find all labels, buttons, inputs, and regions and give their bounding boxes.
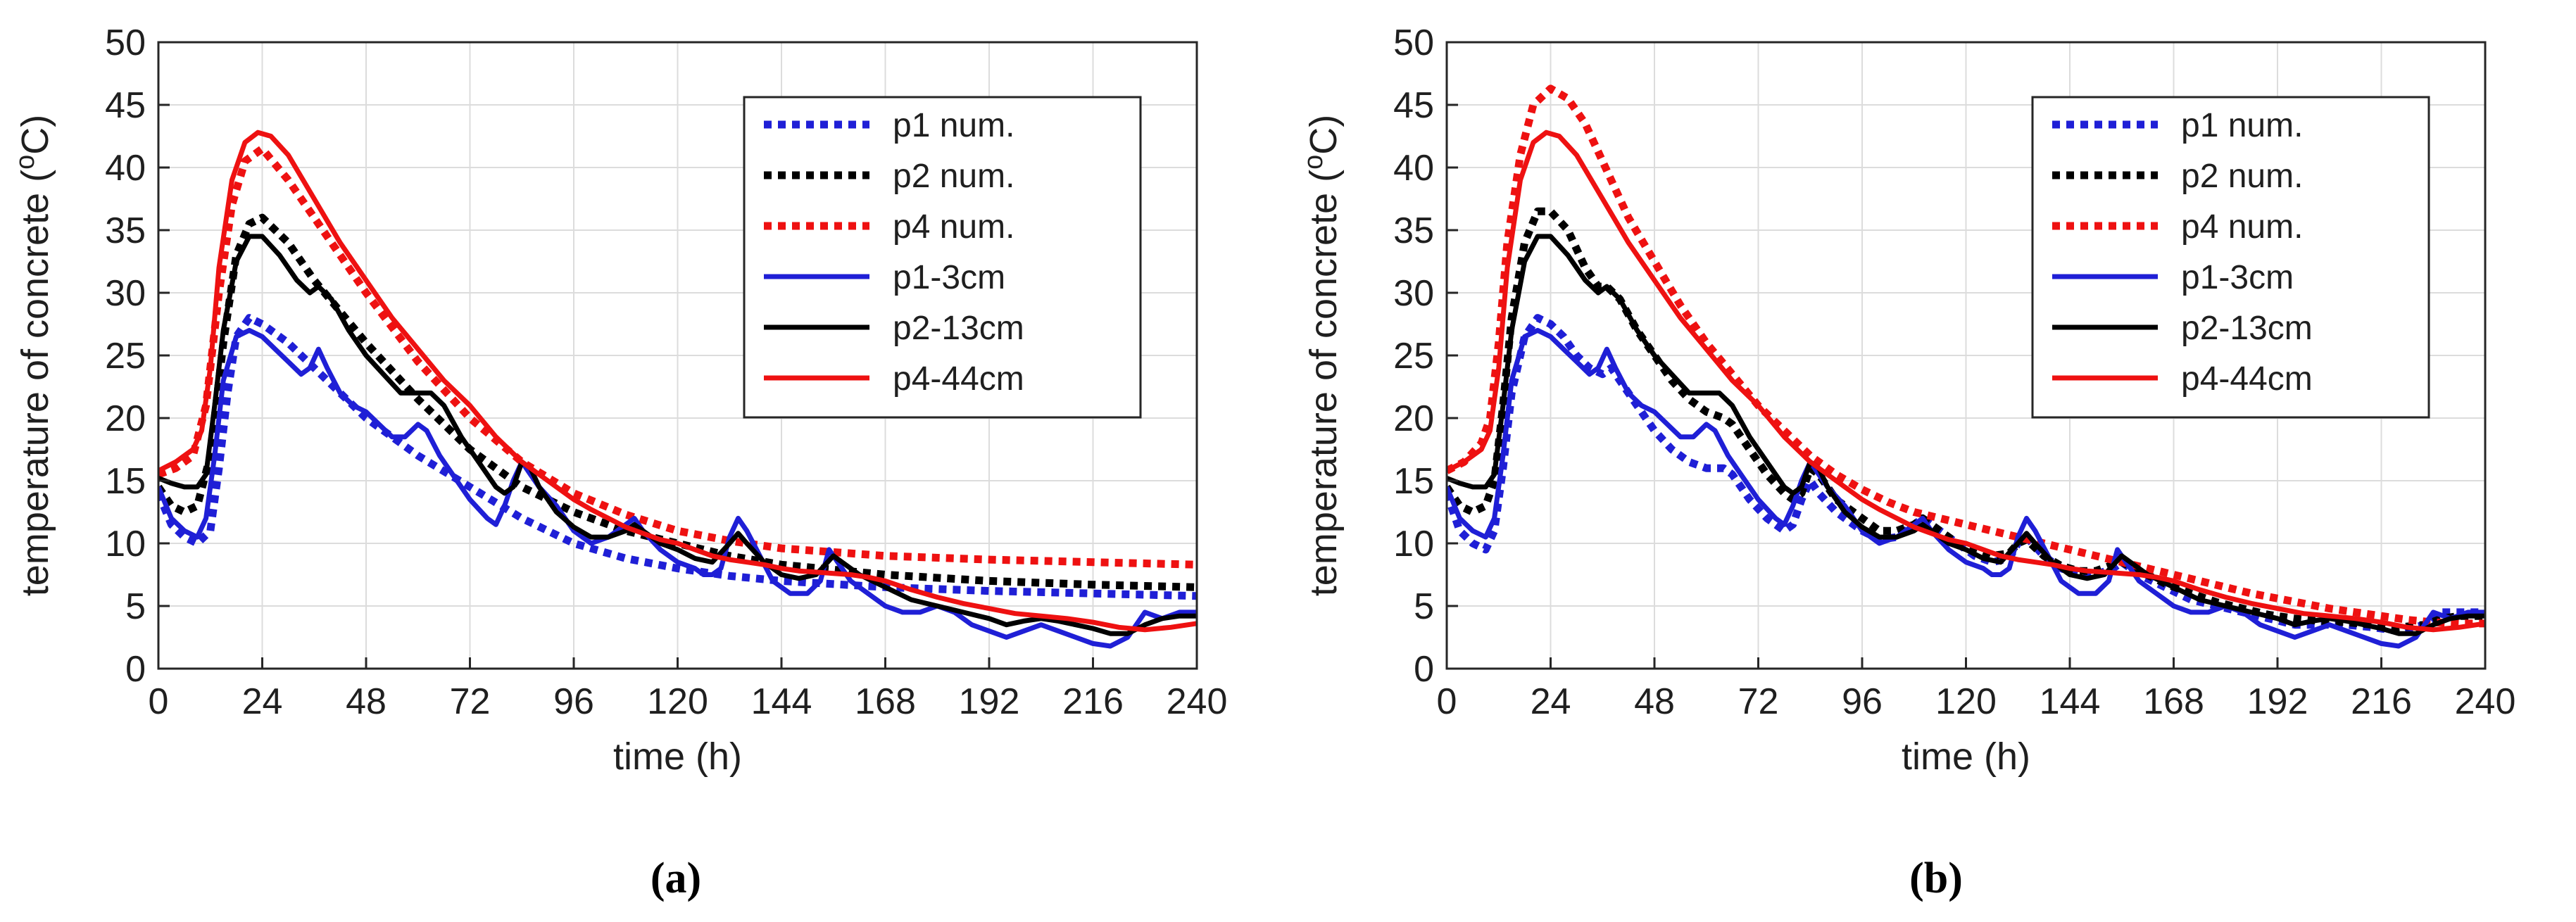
chart-b: 0 24 48 72 96 120 144 168 192 216 240 0 5 10 15 20 25 30 3… bbox=[1299, 23, 2516, 902]
y-tick-label: 5 bbox=[125, 586, 146, 627]
legend-label: p1 num. bbox=[2181, 107, 2303, 144]
series-line-p4-44cm bbox=[1447, 130, 2485, 633]
y-tick-label: 0 bbox=[1414, 649, 1434, 690]
y-tick-label: 15 bbox=[1393, 461, 1434, 502]
x-tick-label: 24 bbox=[242, 681, 283, 722]
y-tick-label: 50 bbox=[1393, 23, 1434, 63]
x-tick-label: 96 bbox=[553, 681, 594, 722]
x-tick-label: 192 bbox=[959, 681, 1020, 722]
legend-label: p4-44cm bbox=[893, 360, 1024, 398]
x-tick-label: 120 bbox=[1935, 681, 1997, 722]
y-tick-label: 40 bbox=[1393, 148, 1434, 189]
legend: p1 num. p2 num. p4 num. p1-3cm p2-13cm p4-44c… bbox=[743, 96, 1142, 419]
legend-label: p2-13cm bbox=[2181, 310, 2313, 347]
y-tick-label: 30 bbox=[1393, 273, 1434, 314]
x-tick-label: 240 bbox=[2455, 681, 2516, 722]
x-tick-label: 168 bbox=[2143, 681, 2204, 722]
x-tick-label: 144 bbox=[751, 681, 812, 722]
x-tick-label: 72 bbox=[1738, 681, 1779, 722]
series-group bbox=[158, 130, 1197, 649]
y-tick-label: 25 bbox=[105, 336, 146, 377]
x-tick-label: 0 bbox=[1437, 681, 1457, 722]
y-axis-label: temperature of concrete (oC) bbox=[1299, 115, 1345, 596]
y-tick-label: 40 bbox=[105, 148, 146, 189]
series-line-p2-num- bbox=[158, 213, 1197, 591]
legend-label: p4-44cm bbox=[2181, 360, 2313, 398]
legend-label: p2-13cm bbox=[893, 310, 1024, 347]
figure-caption: (b) bbox=[1909, 854, 1963, 902]
legend-label: p2 num. bbox=[2181, 158, 2303, 195]
y-tick-label: 50 bbox=[105, 23, 146, 63]
x-tick-label: 240 bbox=[1167, 681, 1228, 722]
y-tick-label: 30 bbox=[105, 273, 146, 314]
y-tick-label: 45 bbox=[105, 85, 146, 126]
y-tick-label: 25 bbox=[1393, 336, 1434, 377]
legend-label: p4 num. bbox=[2181, 208, 2303, 246]
chart-panel-a: 0 24 48 72 96 120 144 168 192 216 240 0 5 10 15 20 25 30 3… bbox=[11, 23, 1228, 902]
x-tick-label: 168 bbox=[855, 681, 916, 722]
legend-label: p1-3cm bbox=[893, 259, 1005, 296]
legend-label: p4 num. bbox=[893, 208, 1014, 246]
y-tick-label: 10 bbox=[1393, 524, 1434, 564]
y-tick-label: 10 bbox=[105, 524, 146, 564]
x-tick-label: 216 bbox=[2351, 681, 2412, 722]
x-tick-label: 48 bbox=[346, 681, 387, 722]
x-tick-label: 24 bbox=[1531, 681, 1571, 722]
figure-caption: (a) bbox=[651, 854, 701, 902]
legend-label: p1-3cm bbox=[2181, 259, 2294, 296]
y-tick-label: 5 bbox=[1414, 586, 1434, 627]
series-line-p4-44cm bbox=[158, 130, 1197, 633]
x-tick-label: 48 bbox=[1634, 681, 1675, 722]
x-tick-label: 0 bbox=[149, 681, 169, 722]
y-tick-label: 20 bbox=[105, 398, 146, 439]
series-line-p4-num- bbox=[1447, 84, 2485, 628]
series-line-p1-num- bbox=[158, 314, 1197, 600]
legend-label: p2 num. bbox=[893, 158, 1014, 195]
x-tick-label: 72 bbox=[450, 681, 491, 722]
legend-box bbox=[2031, 96, 2430, 419]
series-line-p2-13cm bbox=[1447, 234, 2485, 636]
legend: p1 num. p2 num. p4 num. p1-3cm p2-13cm p4-44c… bbox=[2031, 96, 2430, 419]
x-tick-label: 192 bbox=[2247, 681, 2308, 722]
y-axis-label: temperature of concrete (oC) bbox=[11, 115, 56, 596]
series-line-p2-13cm bbox=[158, 234, 1197, 636]
x-tick-label: 96 bbox=[1842, 681, 1883, 722]
y-tick-label: 45 bbox=[1393, 85, 1434, 126]
legend-label: p1 num. bbox=[893, 107, 1014, 144]
x-tick-label: 120 bbox=[647, 681, 708, 722]
x-axis-label: time (h) bbox=[1902, 735, 2030, 778]
y-tick-label: 35 bbox=[1393, 210, 1434, 251]
chart-panel-b: 0 24 48 72 96 120 144 168 192 216 240 0 5 10 15 20 25 30 3… bbox=[1288, 0, 2576, 922]
x-tick-label: 144 bbox=[2040, 681, 2101, 722]
y-tick-label: 0 bbox=[125, 649, 146, 690]
y-tick-label: 20 bbox=[1393, 398, 1434, 439]
series-group bbox=[1447, 84, 2485, 649]
legend-box bbox=[743, 96, 1142, 419]
chart-a: 0 24 48 72 96 120 144 168 192 216 240 0 5 10 15 20 25 30 3… bbox=[11, 23, 1228, 902]
x-axis-label: time (h) bbox=[613, 735, 742, 778]
y-tick-label: 15 bbox=[105, 461, 146, 502]
y-tick-label: 35 bbox=[105, 210, 146, 251]
series-line-p4-num- bbox=[158, 144, 1197, 569]
x-tick-label: 216 bbox=[1062, 681, 1124, 722]
